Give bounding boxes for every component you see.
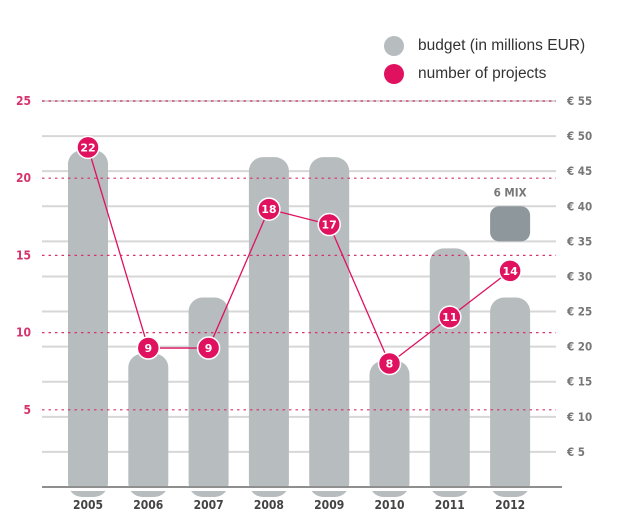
projects-data-label: 17 [322, 219, 337, 232]
right-axis-tick-label: € 40 [566, 199, 592, 213]
x-axis-tick-label: 2007 [194, 498, 224, 512]
legend-swatch-budget [384, 36, 404, 56]
projects-data-label: 9 [144, 342, 152, 355]
budget-bar-2007 [188, 297, 229, 497]
right-axis-tick-label: € 5 [566, 445, 585, 459]
budget-bar-2008 [248, 157, 289, 498]
projects-data-label: 8 [386, 357, 394, 370]
budget-bar-2009 [309, 157, 350, 498]
left-axis-tick-label: 20 [16, 171, 31, 185]
right-axis-tick-label: € 20 [566, 340, 592, 354]
legend-label-projects: number of projects [418, 65, 547, 82]
right-axis-tick-label: € 15 [566, 375, 592, 389]
projects-point-2010 [377, 351, 402, 376]
right-axis-tick-label: € 45 [566, 164, 592, 178]
legend-item-budget: budget (in millions EUR) [384, 32, 585, 60]
mix-bar-label: 6 MIX [494, 185, 527, 199]
x-axis-tick-label: 2009 [314, 498, 344, 512]
baseline-mask [42, 487, 564, 491]
x-axis-tick-label: 2011 [435, 498, 465, 512]
x-axis-tick-label: 2010 [374, 498, 404, 512]
projects-data-label: 9 [205, 342, 213, 355]
budget-bar-2011 [429, 248, 470, 497]
left-axis-tick-label: 15 [16, 248, 31, 262]
budget-bar-2012 [490, 297, 531, 497]
budget-bar-2005 [68, 150, 108, 498]
x-axis-tick-label: 2006 [133, 498, 163, 512]
projects-data-label: 18 [261, 203, 276, 216]
projects-data-label: 22 [80, 141, 95, 154]
mix-bar [490, 206, 531, 242]
left-axis-tick-label: 25 [16, 94, 31, 108]
projects-point-2005 [76, 135, 100, 160]
right-axis-tick-label: € 35 [566, 234, 592, 248]
left-axis-tick-label: 5 [23, 403, 31, 417]
projects-data-label: 14 [502, 265, 518, 278]
right-axis-tick-label: € 50 [566, 129, 592, 143]
right-axis-tick-label: € 30 [566, 269, 592, 283]
projects-data-label: 11 [442, 311, 457, 324]
projects-point-2011 [438, 305, 462, 329]
x-axis-tick-label: 2012 [495, 498, 525, 512]
budget-bar-2006 [128, 353, 169, 497]
right-axis-tick-label: € 55 [566, 94, 592, 108]
projects-point-2012 [498, 259, 522, 283]
x-axis-tick-label: 2005 [73, 498, 103, 512]
projects-point-2006 [136, 336, 161, 360]
legend-label-budget: budget (in millions EUR) [418, 37, 586, 54]
right-axis-tick-label: € 25 [566, 305, 592, 319]
right-axis-tick-label: € 10 [566, 410, 592, 424]
projects-point-2009 [317, 212, 341, 237]
legend-item-projects: number of projects [384, 60, 585, 88]
x-axis-tick-label: 2008 [254, 498, 284, 512]
budget-bar-2010 [369, 360, 410, 497]
left-axis-tick-label: 10 [16, 326, 31, 340]
legend: budget (in millions EUR) number of proje… [384, 32, 585, 88]
projects-point-2007 [196, 336, 221, 360]
legend-swatch-projects [384, 64, 404, 84]
projects-point-2008 [257, 197, 281, 221]
